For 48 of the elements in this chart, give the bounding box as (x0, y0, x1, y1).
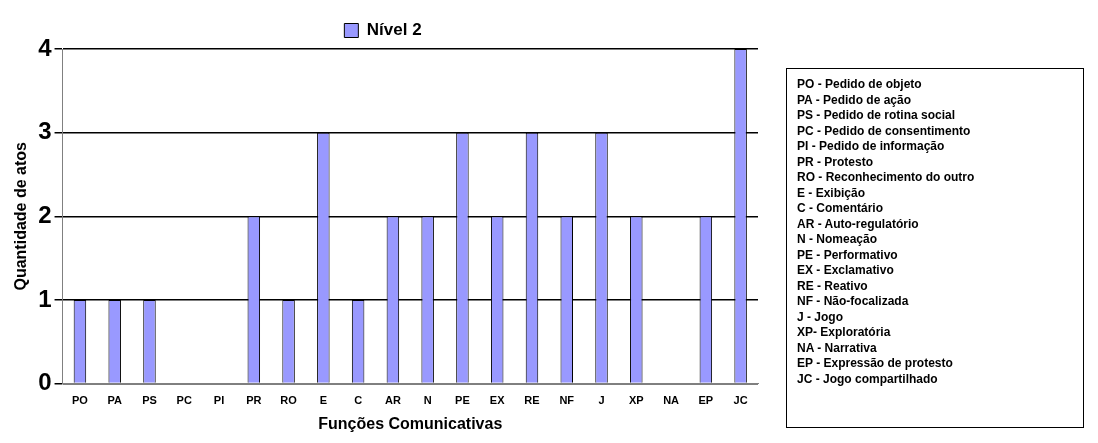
x-axis-title: Funções Comunicativas (318, 414, 503, 432)
x-tick-label: PE (455, 394, 470, 407)
text: J - Jogo (797, 309, 844, 325)
x-tick-label: NA (663, 394, 680, 407)
x-tick-label: C (354, 394, 363, 407)
x-tick-label: PS (142, 394, 157, 407)
text: C - Comentário (797, 201, 884, 217)
x-tick-label: E (319, 394, 328, 407)
text: PO - Pedido de objeto (797, 77, 923, 93)
text: NA - Narrativa (797, 340, 878, 356)
y-tick-label: 3 (38, 117, 52, 145)
y-axis-title: Quantidade de atos (12, 141, 30, 291)
text: PE - Performativo (797, 247, 899, 263)
legend-label: Nível 2 (366, 20, 422, 40)
text: E - Exibição (797, 185, 867, 201)
text: PC - Pedido de consentimento (797, 123, 972, 139)
x-tick-label: NF (559, 394, 575, 407)
text: EX - Exclamativo (797, 263, 895, 279)
x-tick-label: J (598, 394, 605, 407)
x-tick-label: RO (280, 394, 298, 407)
text: PS - Pedido de rotina social (797, 108, 957, 124)
y-tick-label: 0 (38, 368, 52, 396)
x-tick-label: PA (107, 394, 122, 407)
y-tick-label: 2 (38, 200, 52, 228)
text: RO - Reconhecimento do outro (797, 170, 976, 186)
x-tick-label: N (423, 394, 432, 407)
text: NF - Não-focalizada (797, 294, 910, 310)
x-tick-label: PO (71, 394, 89, 407)
x-tick-label: PR (246, 394, 262, 407)
text: XP- Exploratória (797, 325, 892, 341)
x-tick-label: RE (524, 394, 540, 407)
text: AR - Auto-regulatório (797, 216, 920, 232)
text: EP - Expressão de protesto (797, 356, 954, 372)
text: PR - Protesto (797, 154, 874, 170)
x-tick-label: PI (213, 394, 225, 407)
text: RE - Reativo (797, 278, 869, 294)
x-tick-label: AR (384, 394, 401, 407)
y-tick-label: 1 (38, 284, 52, 312)
y-tick-label: 4 (38, 33, 53, 61)
x-tick-label: EX (489, 394, 506, 407)
x-tick-label: EP (698, 394, 714, 407)
text: PA - Pedido de ação (797, 92, 913, 108)
x-tick-label: PC (176, 394, 192, 407)
x-tick-label: JC (733, 394, 748, 407)
text: JC - Jogo compartilhado (797, 371, 939, 387)
x-tick-label: XP (628, 394, 644, 407)
text: N - Nomeação (797, 232, 879, 248)
text: PI - Pedido de informação (797, 139, 946, 155)
